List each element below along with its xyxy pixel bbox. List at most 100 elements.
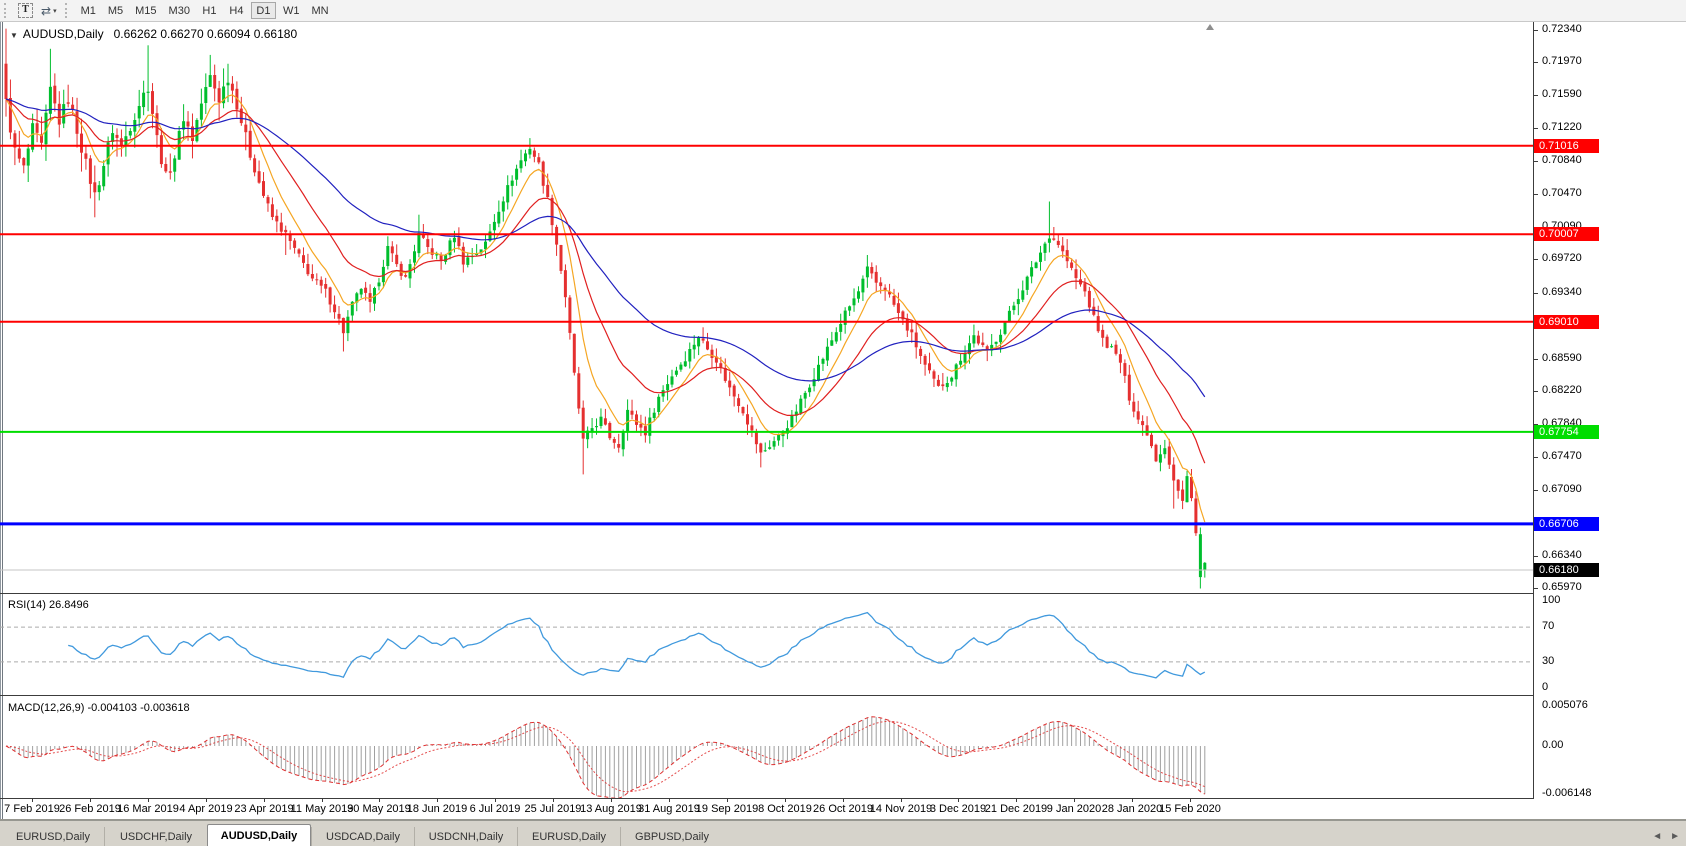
moving-averages (5, 94, 1206, 523)
tab-scroll-right-icon[interactable]: ► (1670, 831, 1680, 842)
price-badge: 0.69010 (1534, 315, 1599, 329)
macd-axis-label: -0.006148 (1542, 787, 1592, 799)
timeframe-button-M5[interactable]: M5 (103, 2, 128, 19)
toolbar: T ⇄ ▾ M1 M5 M15 M30 H1 H4 D1 W1 MN (0, 0, 1686, 22)
price-tick-label: 0.67090 (1542, 483, 1582, 495)
price-tick-label: 0.71970 (1542, 55, 1582, 67)
tabs-holder: EURUSD,Daily USDCHF,Daily AUDUSD,Daily USDC… (2, 824, 723, 846)
text-tool-icon: T (18, 3, 33, 18)
chart-shift-marker-icon[interactable] (1206, 24, 1214, 30)
chart-tab-EURUSD-Daily[interactable]: EURUSD,Daily (517, 827, 620, 846)
price-tick-label: 0.66340 (1542, 549, 1582, 561)
price-tick-label: 0.71590 (1542, 88, 1582, 100)
date-tick-mark (32, 799, 33, 802)
price-tick-label: 0.70840 (1542, 154, 1582, 166)
rsi-label[interactable]: RSI(14) 26.8496 (8, 599, 89, 611)
price-badge: 0.66706 (1534, 517, 1599, 531)
price-badge: 0.71016 (1534, 139, 1599, 153)
date-tick-label: 9 Jan 2020 (1046, 803, 1102, 815)
chart-title[interactable]: ▼ AUDUSD,Daily 0.66262 0.66270 0.66094 0.6… (10, 27, 297, 41)
timeframe-button-M1[interactable]: M1 (76, 2, 101, 19)
price-tick-label: 0.65970 (1542, 581, 1582, 593)
date-tick-mark (148, 799, 149, 802)
candlestick-plot[interactable] (0, 22, 1533, 593)
date-tick-label: 4 Apr 2019 (179, 803, 233, 815)
price-tick-label: 0.70470 (1542, 187, 1582, 199)
date-tick-mark (843, 799, 844, 802)
date-tick-mark (1190, 799, 1191, 802)
rsi-plot[interactable] (0, 597, 1533, 695)
rsi-line (68, 611, 1206, 679)
window-bottom-border (0, 819, 1686, 820)
price-tick-label: 0.69340 (1542, 286, 1582, 298)
macd-plot[interactable] (0, 701, 1533, 798)
macd-signal-sma (5, 720, 1205, 793)
price-tick-mark (1533, 588, 1538, 589)
chart-styles-button[interactable]: ⇄ ▾ (37, 1, 61, 20)
date-axis[interactable]: 7 Feb 2019 26 Feb 2019 16 Mar 2019 4 Apr 20… (0, 799, 1533, 819)
tab-scroll-left-icon[interactable]: ◄ (1652, 831, 1663, 842)
price-tick-mark (1533, 457, 1538, 458)
macd-panel-bottom-axis (0, 798, 1533, 799)
price-tick-label: 0.68590 (1542, 352, 1582, 364)
chart-tab-USDCHF-Daily[interactable]: USDCHF,Daily (104, 827, 207, 846)
rsi-axis-label: 30 (1542, 655, 1555, 667)
date-tick-mark (1074, 799, 1075, 802)
price-tick-label: 0.69720 (1542, 252, 1582, 264)
date-tick-label: 7 Feb 2019 (4, 803, 60, 815)
chart-menu-caret-icon[interactable]: ▼ (10, 31, 18, 40)
chart-tab-USDCNH-Daily[interactable]: USDCNH,Daily (414, 827, 517, 846)
macd-label[interactable]: MACD(12,26,9) -0.004103 -0.003618 (8, 702, 190, 714)
price-tick-label: 0.67470 (1542, 450, 1582, 462)
date-tick-label: 28 Jan 2020 (1101, 803, 1163, 815)
chart-tab-AUDUSD-Daily[interactable]: AUDUSD,Daily (207, 824, 311, 846)
candles (4, 28, 1207, 589)
date-tick-mark (669, 799, 670, 802)
toolbar-grip-2[interactable] (64, 3, 70, 18)
price-tick-label: 0.68220 (1542, 384, 1582, 396)
price-tick-mark (1533, 391, 1538, 392)
horizontal-lines[interactable] (0, 144, 1533, 571)
chart-tab-USDCAD-Daily[interactable]: USDCAD,Daily (311, 827, 414, 846)
date-tick-label: 19 Sep 2019 (695, 803, 759, 815)
chart-tab-EURUSD-Daily[interactable]: EURUSD,Daily (16, 831, 90, 843)
toolbar-grip[interactable] (4, 3, 9, 18)
date-tick-mark (379, 799, 380, 802)
price-tick-mark (1533, 490, 1538, 491)
timeframe-button-group: M1 M5 M15 M30 H1 H4 D1 W1 MN (75, 2, 335, 19)
rsi-panel-bottom-axis (0, 695, 1533, 696)
price-tick-mark (1533, 62, 1538, 63)
main-panel-bottom-axis (0, 593, 1533, 594)
date-tick-label: 6 Jul 2019 (469, 803, 521, 815)
price-tick-mark (1533, 194, 1538, 195)
macd-axis-label: 0.005076 (1542, 699, 1588, 711)
date-tick-mark (785, 799, 786, 802)
date-tick-label: 8 Oct 2019 (758, 803, 812, 815)
date-tick-mark (553, 799, 554, 802)
text-tool-button[interactable]: T (14, 1, 37, 20)
timeframe-button-H4[interactable]: H4 (224, 2, 249, 19)
price-tick-mark (1533, 424, 1538, 425)
date-tick-label: 13 Aug 2019 (580, 803, 642, 815)
price-tick-mark (1533, 293, 1538, 294)
macd-signal-line (5, 716, 1206, 798)
rsi-axis-label: 100 (1542, 594, 1561, 606)
timeframe-button-D1[interactable]: D1 (250, 2, 276, 19)
timeframe-button-MN[interactable]: MN (306, 2, 333, 19)
timeframe-button-M30[interactable]: M30 (164, 2, 195, 19)
chevron-down-icon: ▾ (53, 7, 57, 15)
timeframe-button-W1[interactable]: W1 (278, 2, 305, 19)
tab-scroll-nav: ◄ ► (1652, 831, 1680, 842)
date-tick-mark (264, 799, 265, 802)
date-tick-label: 26 Feb 2019 (59, 803, 121, 815)
timeframe-button-H1[interactable]: H1 (197, 2, 222, 19)
price-axis[interactable]: 0.72340 0.71970 0.71590 0.71220 0.70840 0.704… (1533, 22, 1686, 799)
date-tick-label: 21 Dec 2019 (984, 803, 1048, 815)
date-tick-label: 18 Jun 2019 (406, 803, 468, 815)
chart-tab-GBPUSD-Daily[interactable]: GBPUSD,Daily (620, 827, 723, 846)
price-tick-mark (1533, 259, 1538, 260)
date-tick-mark (727, 799, 728, 802)
date-tick-mark (1016, 799, 1017, 802)
timeframe-button-M15[interactable]: M15 (130, 2, 161, 19)
